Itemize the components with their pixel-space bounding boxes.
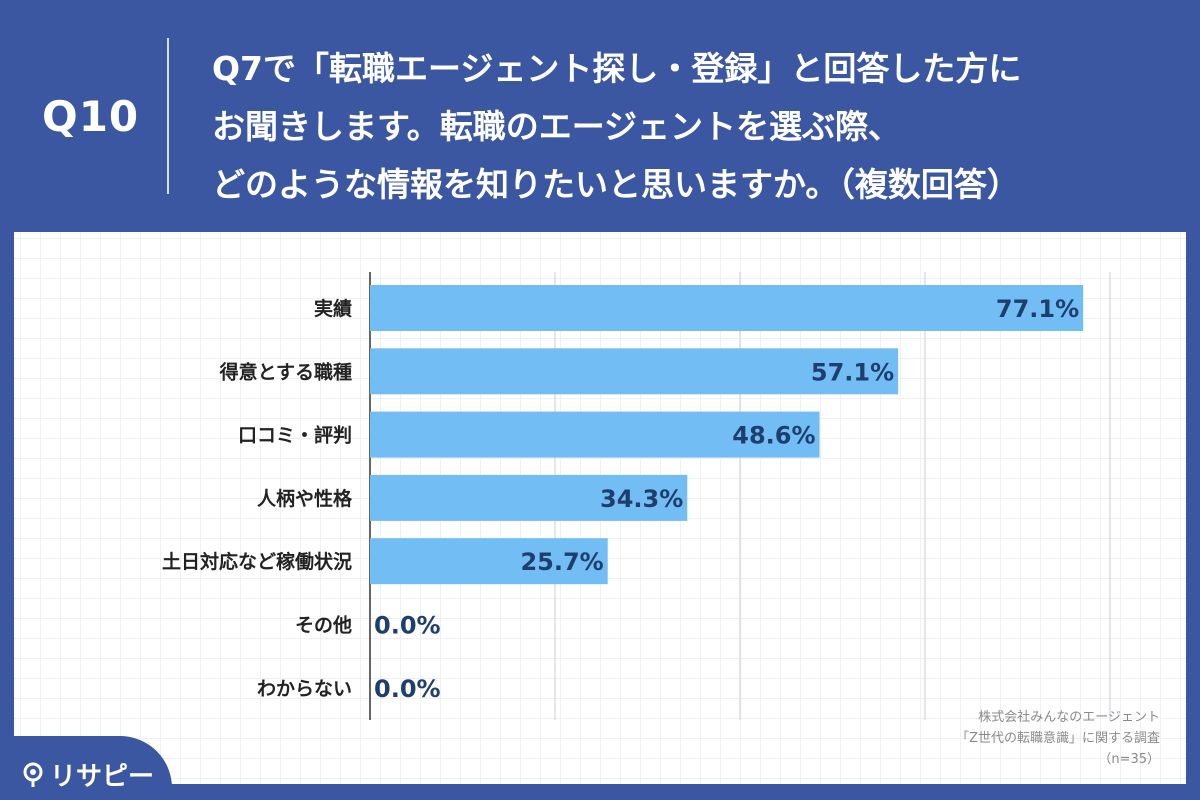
bar <box>370 538 608 585</box>
question-line-3: どのような情報を知りたいと思いますか。（複数回答） <box>212 165 1020 204</box>
question-number: Q10 <box>42 92 140 141</box>
value-label: 48.6% <box>732 422 815 450</box>
value-label: 34.3% <box>600 485 683 513</box>
bar-chart: 実績 77.1% 得意とする職種 57.1% 口コミ・評判 48.6% 人柄や性格 34.3%… <box>162 272 1111 720</box>
brand-logo: リサピー <box>22 756 154 793</box>
value-label: 0.0% <box>374 612 441 640</box>
category-label: 土日対応など稼働状況 <box>162 550 352 573</box>
bar <box>370 474 688 521</box>
value-label: 0.0% <box>374 675 441 703</box>
category-label: 口コミ・評判 <box>238 424 352 447</box>
bar <box>370 285 1084 331</box>
logo-tab <box>0 736 172 800</box>
category-label: その他 <box>295 614 352 637</box>
map-pin-icon <box>23 762 43 787</box>
category-label: わからない <box>257 678 352 700</box>
logo-text: リサピー <box>50 762 155 792</box>
value-label: 77.1% <box>996 295 1079 323</box>
source-line-1: 株式会社みんなのエージェント <box>978 710 1160 725</box>
question-text: Q7で「転職エージェント探し・登録」と回答した方に お聞きします。転職のエージェ… <box>212 40 1172 214</box>
bar <box>370 411 820 458</box>
header-divider <box>167 38 169 194</box>
value-label: 25.7% <box>520 548 603 576</box>
source-line-3: （n=35） <box>1098 752 1160 767</box>
category-label: 実績 <box>314 297 352 320</box>
chart-panel: 実績 77.1% 得意とする職種 57.1% 口コミ・評判 48.6% 人柄や性格 34.3%… <box>14 232 1186 784</box>
question-line-2: お聞きします。転職のエージェントを選ぶ際、 <box>212 107 902 146</box>
source-note: 株式会社みんなのエージェント 「Z世代の転職意識」に関する調査 （n=35） <box>956 707 1160 770</box>
header: Q10 Q7で「転職エージェント探し・登録」と回答した方に お聞きします。転職の… <box>0 0 1200 232</box>
question-line-1: Q7で「転職エージェント探し・登録」と回答した方に <box>212 49 1022 88</box>
category-label: 得意とする職種 <box>219 360 352 383</box>
source-line-2: 「Z世代の転職意識」に関する調査 <box>956 731 1160 746</box>
category-label: 人柄や性格 <box>257 487 353 510</box>
value-label: 57.1% <box>811 358 894 386</box>
bar <box>370 348 899 395</box>
